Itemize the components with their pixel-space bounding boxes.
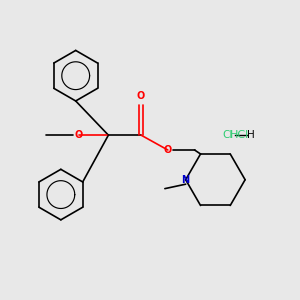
Text: O: O: [164, 145, 172, 155]
Text: HCl: HCl: [230, 130, 249, 140]
Text: O: O: [74, 130, 83, 140]
Text: O: O: [137, 91, 145, 101]
Text: Cl: Cl: [222, 130, 232, 140]
Text: N: N: [182, 175, 190, 185]
Text: H: H: [247, 130, 255, 140]
